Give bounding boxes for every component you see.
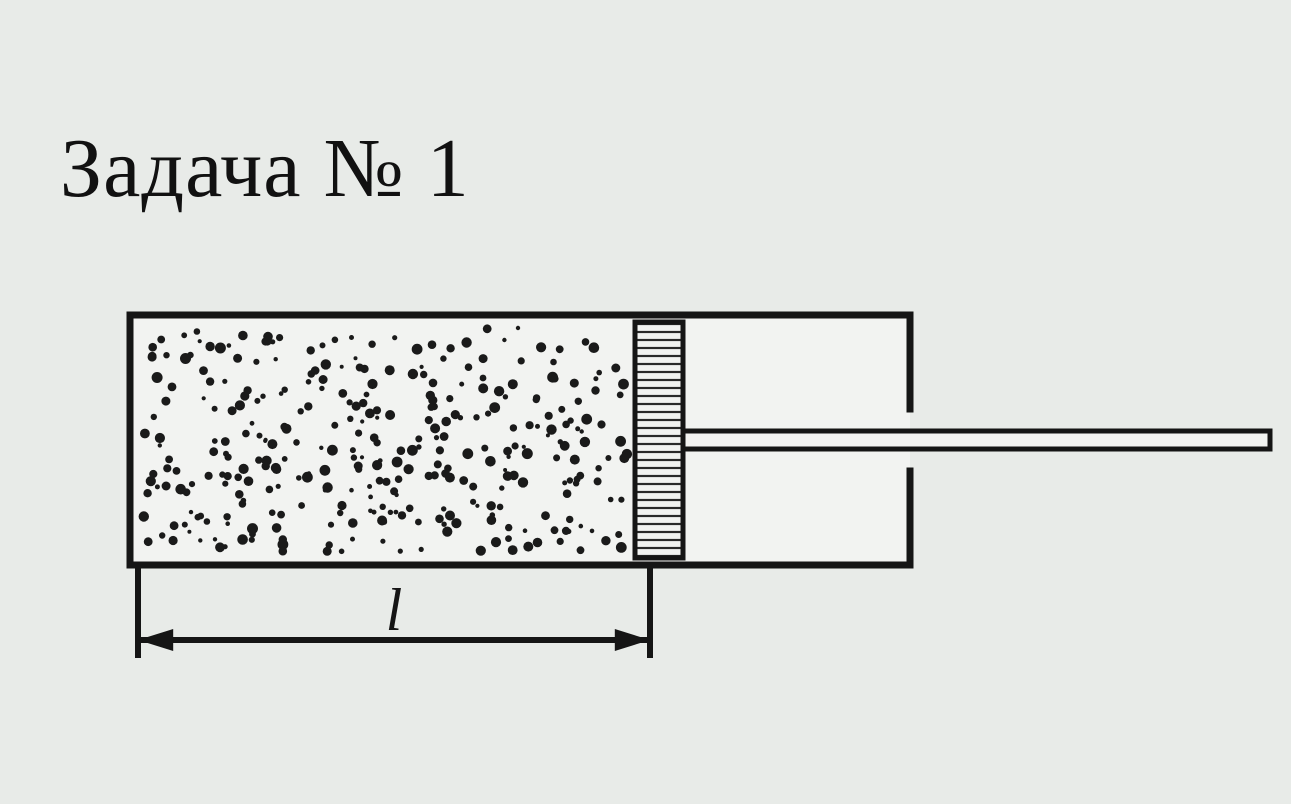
piston (635, 322, 683, 558)
piston-rod (683, 431, 1270, 449)
dimension-label: l (386, 577, 403, 643)
piston-diagram: l (0, 0, 1291, 804)
dimension-arrow-right (615, 629, 650, 651)
dimension-arrow-left (138, 629, 173, 651)
